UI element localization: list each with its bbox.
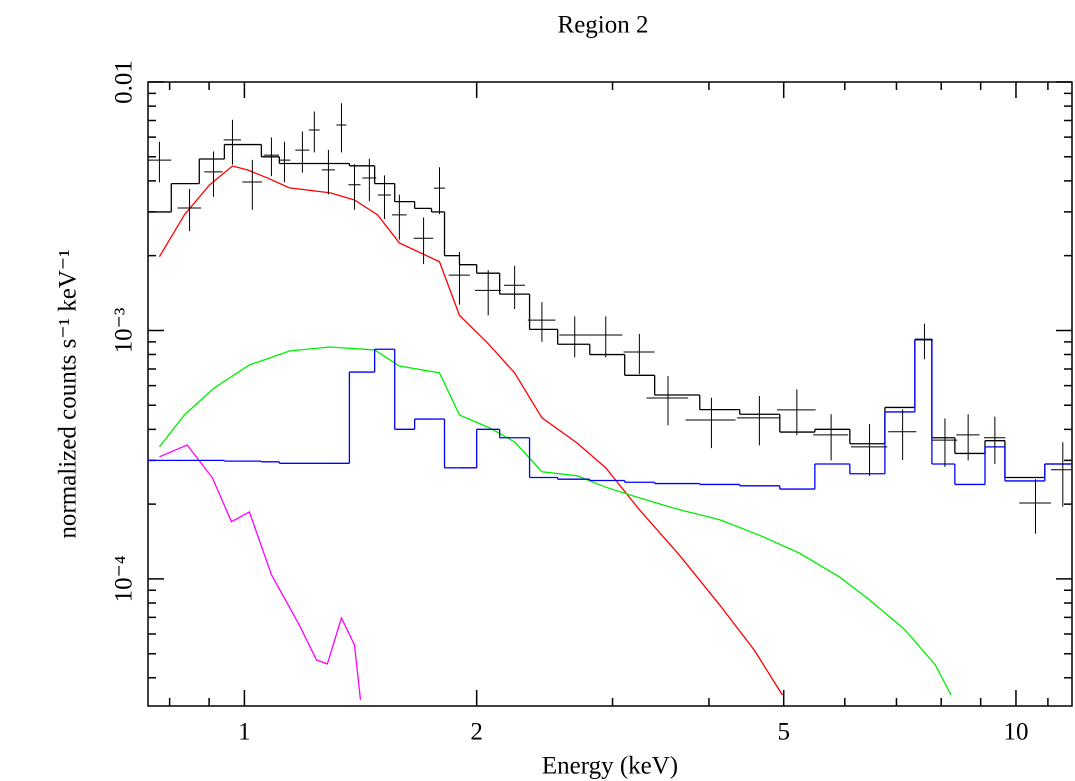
y-axis-label: normalized counts s⁻¹ keV⁻¹ xyxy=(55,249,82,538)
data-point xyxy=(984,416,1006,465)
plot-frame xyxy=(147,81,1073,707)
data-point xyxy=(932,418,958,468)
data-point xyxy=(915,323,934,360)
data-point xyxy=(813,414,849,461)
x-tick-label: 10 xyxy=(1003,719,1028,746)
data-point xyxy=(623,333,655,374)
x-tick-label: 1 xyxy=(238,719,251,746)
y-tick-label: 10⁻⁴ xyxy=(111,555,138,602)
data-point xyxy=(177,188,202,232)
data-point xyxy=(308,111,320,153)
data-point xyxy=(148,141,172,183)
model-line xyxy=(158,346,952,696)
data-point xyxy=(448,251,470,305)
y-tick-label: 0.01 xyxy=(111,60,138,104)
data-point xyxy=(956,414,980,461)
data-point xyxy=(263,137,280,177)
plot-area xyxy=(148,103,1072,700)
axes xyxy=(148,81,1072,706)
data-point xyxy=(413,217,434,265)
data-point xyxy=(336,103,347,153)
data-point xyxy=(321,149,335,195)
data-point xyxy=(737,395,781,446)
data-point xyxy=(348,164,361,210)
data-point xyxy=(685,397,736,449)
data-point xyxy=(204,151,223,197)
data-point xyxy=(278,141,291,183)
x-tick-label: 5 xyxy=(777,719,790,746)
data-point xyxy=(295,131,310,173)
data-point xyxy=(646,376,689,426)
data-point xyxy=(504,265,525,310)
chart-title: Region 2 xyxy=(558,12,649,39)
data-point xyxy=(850,424,888,476)
data-point xyxy=(474,270,501,316)
data-point xyxy=(559,316,590,358)
x-tick-label: 2 xyxy=(470,719,483,746)
data-point xyxy=(888,409,917,461)
data-point xyxy=(223,119,242,165)
data-point xyxy=(1019,479,1051,534)
data-point xyxy=(362,158,377,202)
data-point xyxy=(391,194,407,240)
data-point xyxy=(242,159,263,210)
data-point xyxy=(776,389,816,436)
data-point xyxy=(527,302,556,342)
data-point xyxy=(1050,442,1072,507)
data-point xyxy=(588,316,623,358)
x-axis-label: Energy (keV) xyxy=(542,753,678,780)
model-line xyxy=(158,165,783,696)
data-point xyxy=(377,175,392,219)
data-point xyxy=(433,167,446,215)
model-line xyxy=(159,444,362,700)
y-tick-label: 10⁻³ xyxy=(111,307,138,353)
